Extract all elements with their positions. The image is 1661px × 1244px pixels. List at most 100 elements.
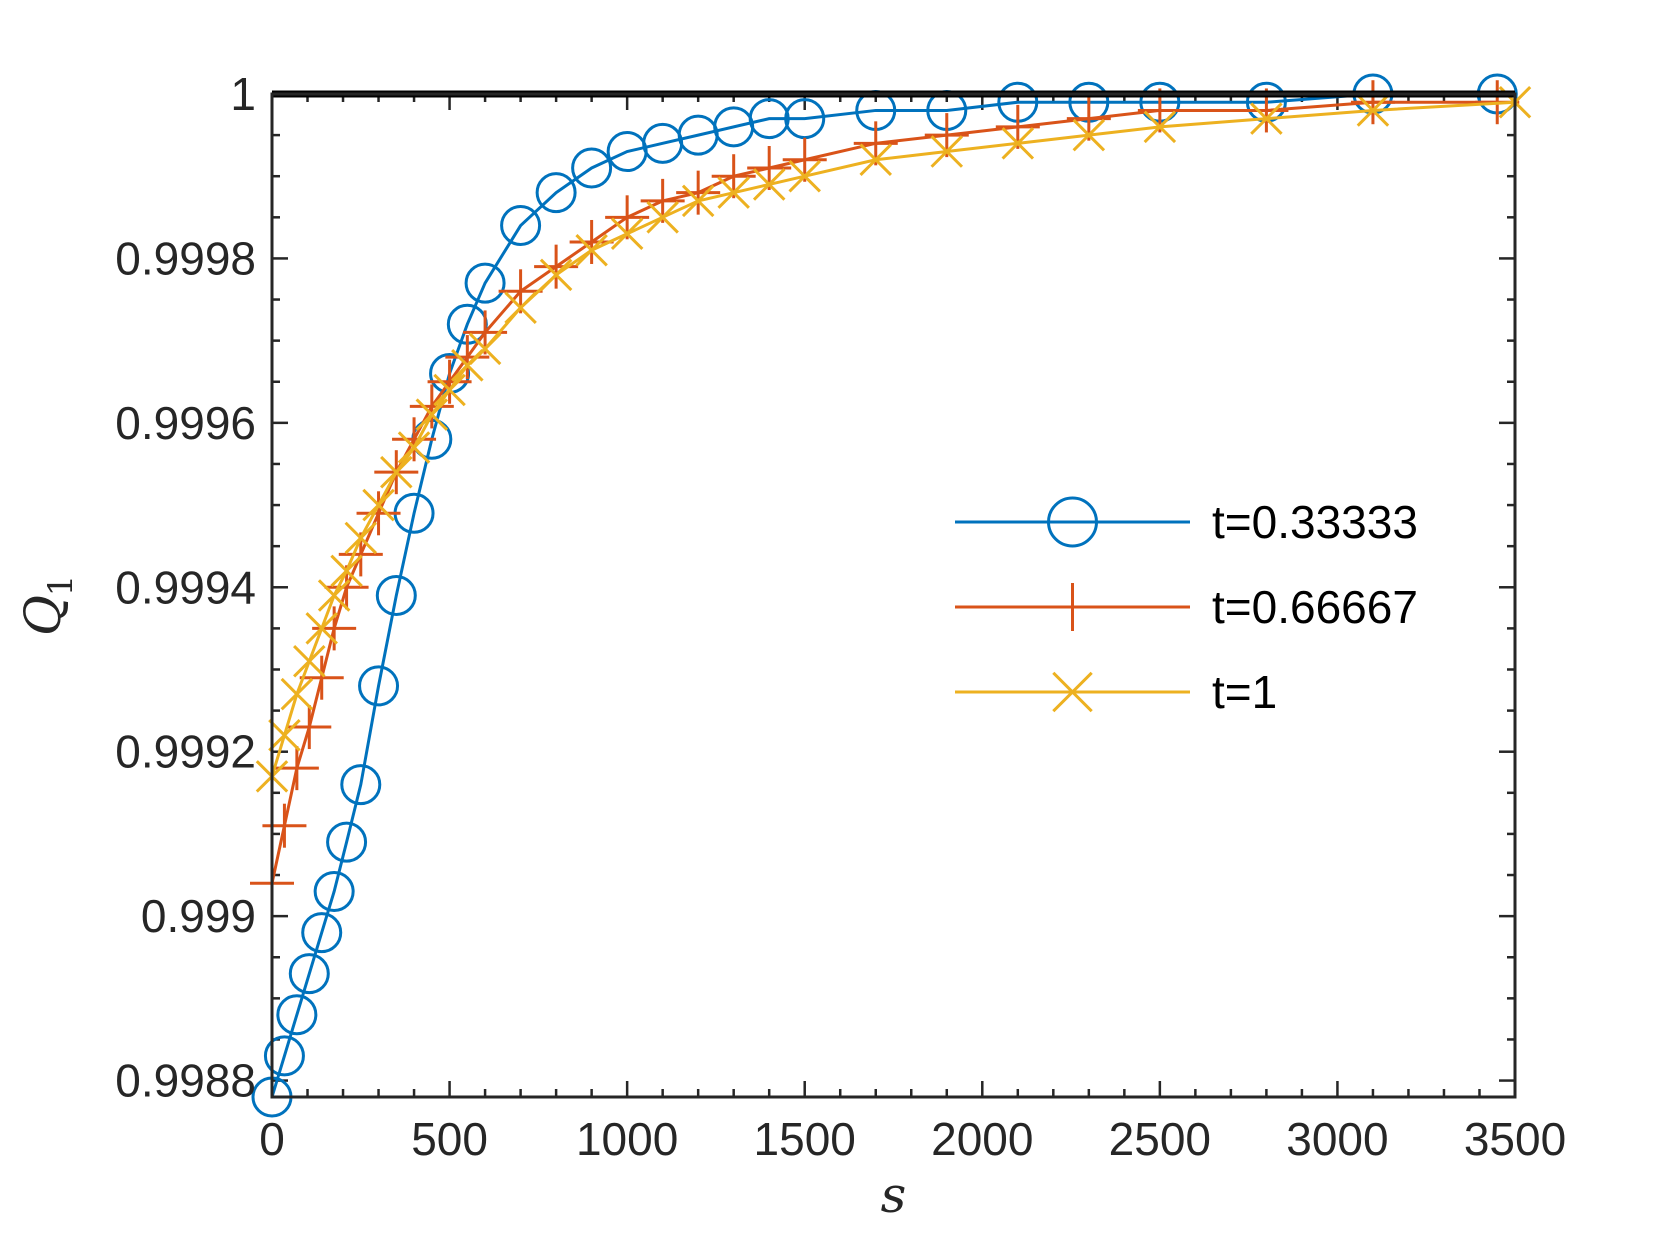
data-point-stroke-b bbox=[1250, 102, 1283, 135]
data-point bbox=[1072, 118, 1106, 152]
data-point-stroke-b bbox=[752, 168, 786, 201]
data-point bbox=[464, 262, 506, 304]
y-tick-label: 0.9992 bbox=[115, 726, 256, 778]
data-point bbox=[301, 912, 343, 954]
legend-entry: t=0.33333 bbox=[955, 496, 1418, 548]
data-point bbox=[575, 233, 608, 267]
legend-marker bbox=[1047, 496, 1098, 548]
data-point bbox=[1143, 110, 1177, 144]
y-tick-label: 0.9988 bbox=[115, 1055, 256, 1107]
data-point-stroke-b bbox=[1143, 110, 1177, 144]
data-point bbox=[445, 335, 490, 380]
data-point-stroke-b bbox=[504, 291, 537, 325]
data-point bbox=[681, 184, 715, 218]
y-tick-label: 0.999 bbox=[141, 890, 256, 942]
data-point-stroke-b bbox=[539, 258, 573, 292]
data-point bbox=[571, 147, 613, 189]
data-point-stroke-b bbox=[293, 645, 326, 678]
data-point bbox=[380, 455, 413, 489]
data-point bbox=[340, 764, 382, 806]
data-point-stroke-b bbox=[788, 159, 821, 193]
data-point bbox=[534, 244, 579, 289]
data-point bbox=[392, 417, 437, 462]
data-point-stroke-b bbox=[468, 332, 502, 366]
data-point bbox=[646, 201, 679, 234]
y-axis-title-subscript: 1 bbox=[41, 575, 81, 597]
x-tick-label: 1500 bbox=[754, 1113, 856, 1165]
data-point bbox=[930, 135, 964, 168]
legend-marker bbox=[1052, 671, 1093, 713]
data-point-stroke-b bbox=[433, 373, 466, 407]
series-layer bbox=[250, 73, 1532, 1118]
axes-box bbox=[270, 92, 1517, 1099]
data-point bbox=[326, 821, 368, 863]
x-tick-label: 2000 bbox=[931, 1113, 1033, 1165]
y-tick-label: 0.9996 bbox=[115, 397, 256, 449]
data-point bbox=[313, 870, 355, 912]
data-point bbox=[415, 398, 449, 431]
data-point bbox=[427, 359, 472, 404]
data-point bbox=[409, 384, 454, 429]
data-point bbox=[535, 172, 577, 214]
tick-labels: 0 500 1000 1500 2000 2500 3000 3500 0.9988 0.999 0… bbox=[115, 68, 1566, 1165]
data-point bbox=[1350, 80, 1395, 125]
legend-entry: t=1 bbox=[955, 666, 1277, 718]
legend-marker-stroke-b bbox=[1052, 671, 1093, 713]
x-tick-label: 1000 bbox=[576, 1113, 678, 1165]
series-2 bbox=[250, 80, 1520, 906]
data-point bbox=[1250, 102, 1283, 135]
y-axis-title-main: Q bbox=[14, 595, 72, 636]
data-point bbox=[717, 176, 750, 209]
data-point-stroke-b bbox=[268, 719, 301, 752]
data-point-stroke-b bbox=[610, 217, 644, 251]
data-point-stroke-b bbox=[317, 579, 351, 612]
data-point bbox=[539, 258, 573, 292]
data-point bbox=[276, 994, 318, 1036]
y-tick-label: 1 bbox=[230, 68, 256, 120]
data-point bbox=[433, 373, 466, 407]
data-point bbox=[784, 98, 826, 140]
data-point bbox=[1001, 127, 1035, 160]
data-point-stroke-b bbox=[681, 184, 715, 218]
series-3 bbox=[255, 85, 1532, 793]
data-point bbox=[500, 205, 542, 247]
data-point bbox=[262, 803, 307, 848]
data-point bbox=[299, 655, 344, 700]
y-tick-label: 0.9994 bbox=[115, 561, 256, 613]
legend-entry: t=0.66667 bbox=[955, 581, 1418, 633]
legend: t=0.33333 t=0.66667 t=1 bbox=[955, 496, 1418, 718]
data-point bbox=[375, 575, 417, 616]
legend-marker bbox=[1048, 583, 1097, 631]
data-point-stroke-b bbox=[305, 612, 338, 645]
data-point bbox=[788, 159, 821, 193]
data-point bbox=[268, 719, 301, 752]
data-point-stroke-b bbox=[415, 398, 449, 431]
data-point-stroke-b bbox=[397, 431, 431, 464]
x-tick-label: 3000 bbox=[1286, 1113, 1388, 1165]
data-point-stroke-b bbox=[717, 176, 750, 209]
legend-label: t=0.66667 bbox=[1212, 581, 1418, 633]
x-tick-label: 500 bbox=[411, 1113, 488, 1165]
data-point-stroke-b bbox=[344, 521, 378, 555]
data-point bbox=[312, 606, 357, 651]
data-point-stroke-b bbox=[280, 677, 314, 711]
legend-label: t=1 bbox=[1212, 666, 1277, 718]
data-point-stroke-b bbox=[575, 233, 608, 267]
data-point bbox=[676, 170, 721, 215]
data-point-stroke-b bbox=[380, 455, 413, 489]
data-point-stroke-b bbox=[362, 488, 395, 522]
data-point bbox=[263, 1035, 305, 1077]
data-point bbox=[358, 665, 400, 707]
data-point-stroke-b bbox=[1001, 127, 1035, 160]
data-point-stroke-b bbox=[1356, 94, 1390, 127]
data-point bbox=[859, 143, 893, 177]
legend-label: t=0.33333 bbox=[1212, 496, 1418, 548]
series-line bbox=[270, 92, 1498, 1098]
x-tick-label: 2500 bbox=[1109, 1113, 1211, 1165]
data-point-stroke-b bbox=[646, 201, 679, 234]
y-tick-label: 0.9998 bbox=[115, 232, 256, 284]
data-point-stroke-b bbox=[859, 143, 893, 177]
data-point bbox=[752, 168, 786, 201]
